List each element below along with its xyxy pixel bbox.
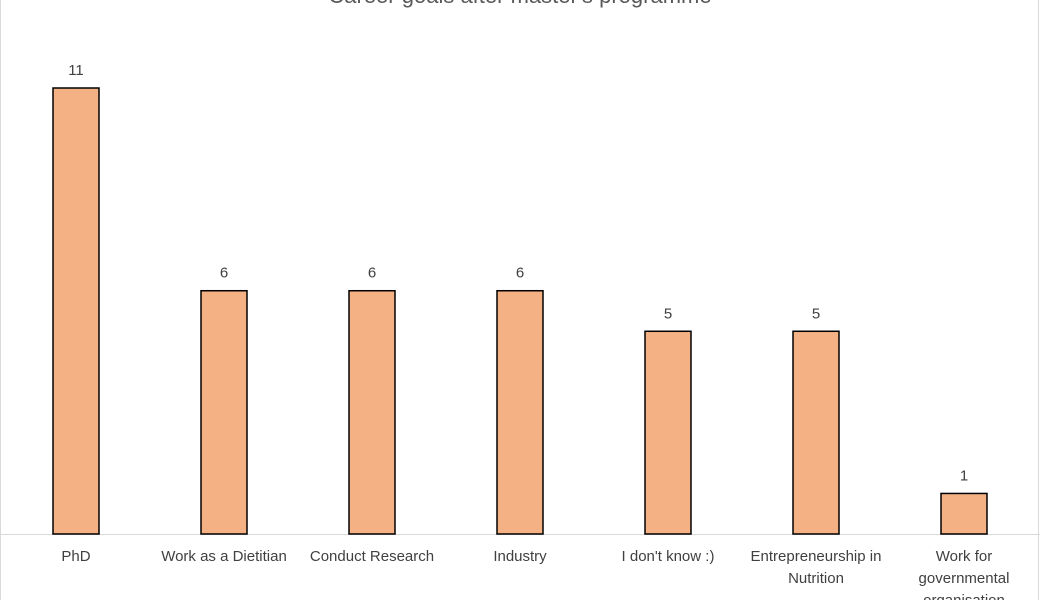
data-label: 6	[368, 265, 376, 282]
bar	[200, 289, 248, 535]
bar	[496, 289, 544, 535]
x-tick-label: Entrepreneurship in Nutrition	[750, 548, 882, 587]
data-label: 5	[664, 305, 672, 322]
data-label: 6	[220, 265, 228, 282]
data-label: 6	[516, 265, 524, 282]
data-label: 11	[68, 62, 84, 79]
bar	[940, 492, 988, 535]
x-tick-label: Industry	[493, 548, 547, 565]
x-tick-label: Work as a Dietitian	[161, 548, 287, 565]
x-tick-label: Conduct Research	[309, 548, 435, 565]
x-tick-label: Work for governmental organisation	[918, 548, 1010, 600]
bar	[792, 330, 840, 535]
chart-title: Career goals after master's programme	[0, 0, 1040, 9]
bar	[348, 289, 396, 535]
data-label: 1	[960, 467, 968, 484]
bar	[52, 87, 100, 535]
data-label: 5	[812, 305, 820, 322]
bar	[644, 330, 692, 535]
x-tick-label: I don't know :)	[621, 548, 715, 565]
x-tick-label: PhD	[61, 548, 91, 565]
